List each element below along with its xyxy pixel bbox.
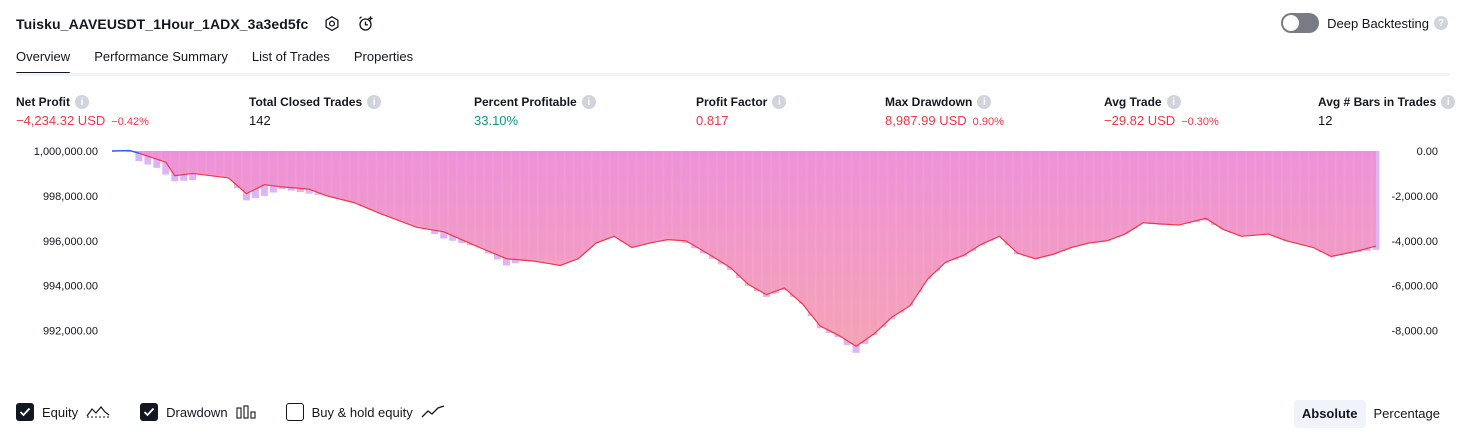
drawdown-bar <box>135 151 143 162</box>
mode-absolute[interactable]: Absolute <box>1293 400 1366 428</box>
equity-drawdown-chart[interactable]: 1,000,000.00 998,000.00 996,000.00 994,000.… <box>0 140 1466 370</box>
metric-label: Net Profit <box>16 95 70 109</box>
metric-percent: 0.90% <box>972 116 1004 128</box>
metric-percent: −0.42% <box>111 116 149 128</box>
metric-value: 12 <box>1318 113 1333 128</box>
metric-avg-trade: Avg Trade i −29.82 USD −0.30% <box>1104 94 1219 128</box>
legend-label: Equity <box>42 404 79 420</box>
metric-value: 33.10% <box>474 113 519 128</box>
report-header: Tuisku_AAVEUSDT_1Hour_1ADX_3a3ed5fc <box>16 12 376 36</box>
value-mode-switch: Absolute Percentage <box>1293 400 1448 428</box>
chart-legend: Equity Drawdown Buy & hold equity <box>16 403 475 421</box>
deep-backtesting-toggle[interactable] <box>1281 13 1320 33</box>
left-axis-tick: 996,000.00 <box>43 236 98 248</box>
tab-list-of-trades[interactable]: List of Trades <box>251 49 330 64</box>
report-tabs: Overview Performance Summary List of Tra… <box>16 47 437 75</box>
add-alert-icon[interactable] <box>356 14 376 34</box>
info-icon[interactable]: i <box>1166 95 1181 109</box>
metric-label: Max Drawdown <box>885 95 973 109</box>
info-icon[interactable]: i <box>977 95 992 109</box>
metric-value: −4,234.32 USD <box>16 113 106 128</box>
checkbox-unchecked[interactable] <box>285 403 304 421</box>
legend-drawdown[interactable]: Drawdown <box>140 403 256 421</box>
info-icon[interactable]: i <box>581 95 596 109</box>
tab-overview[interactable]: Overview <box>16 47 71 75</box>
equity-line <box>111 149 1377 347</box>
drawdown-bar <box>126 151 134 153</box>
metric-percent: −0.30% <box>1181 116 1219 128</box>
mode-percentage[interactable]: Percentage <box>1373 406 1441 421</box>
checkbox-checked[interactable] <box>140 403 159 421</box>
metric-label: Profit Factor <box>696 95 768 109</box>
legend-label: Drawdown <box>166 404 228 420</box>
drawdown-bars-icon <box>236 405 256 419</box>
equity-line-icon <box>86 405 110 419</box>
metric-label: Total Closed Trades <box>249 95 363 109</box>
info-icon[interactable]: i <box>75 95 89 109</box>
metric-avg-bars-in-trades: Avg # Bars in Trades i 12 <box>1318 94 1456 128</box>
equity-area <box>112 150 1376 347</box>
metric-label: Avg Trade <box>1104 95 1162 109</box>
metrics-row: Net Profit i −4,234.32 USD −0.42% Total Cl… <box>0 94 1466 134</box>
strategy-title: Tuisku_AAVEUSDT_1Hour_1ADX_3a3ed5fc <box>16 16 309 32</box>
metric-net-profit: Net Profit i −4,234.32 USD −0.42% <box>16 94 149 128</box>
right-axis-tick: 0.00 <box>1417 146 1438 158</box>
info-icon[interactable]: i <box>1441 95 1456 109</box>
metric-label: Percent Profitable <box>474 95 577 109</box>
tab-performance-summary[interactable]: Performance Summary <box>94 49 228 64</box>
right-axis-tick: -6,000.00 <box>1392 281 1438 293</box>
tab-properties[interactable]: Properties <box>353 49 414 64</box>
info-icon[interactable]: i <box>772 95 787 109</box>
right-axis-tick: -4,000.00 <box>1392 236 1438 248</box>
metric-percent-profitable: Percent Profitable i 33.10% <box>474 94 596 128</box>
toggle-knob <box>1283 15 1300 31</box>
metric-max-drawdown: Max Drawdown i 8,987.99 USD 0.90% <box>885 94 1004 128</box>
left-axis-tick: 1,000,000.00 <box>34 146 98 158</box>
left-axis-tick: 994,000.00 <box>43 281 98 293</box>
metric-label: Avg # Bars in Trades <box>1318 95 1437 109</box>
legend-label: Buy & hold equity <box>311 404 413 420</box>
right-axis-tick: -2,000.00 <box>1392 191 1438 203</box>
legend-equity[interactable]: Equity <box>16 403 110 421</box>
info-icon[interactable]: i <box>367 95 382 109</box>
tabs-divider <box>16 73 1450 76</box>
metric-value: 0.817 <box>696 113 729 128</box>
metric-profit-factor: Profit Factor i 0.817 <box>696 94 787 128</box>
checkbox-checked[interactable] <box>16 403 34 421</box>
right-axis-tick: -8,000.00 <box>1392 326 1438 338</box>
drawdown-bar <box>144 151 152 165</box>
deep-backtesting: Deep Backtesting ? <box>1281 13 1448 33</box>
metric-value: −29.82 USD <box>1104 113 1176 128</box>
help-icon[interactable]: ? <box>1434 16 1448 30</box>
gear-icon[interactable] <box>322 14 342 34</box>
metric-total-closed-trades: Total Closed Trades i 142 <box>249 94 382 128</box>
buy-hold-line-icon <box>421 405 445 419</box>
legend-buy-hold-equity[interactable]: Buy & hold equity <box>285 403 445 421</box>
left-axis-tick: 998,000.00 <box>43 191 98 203</box>
metric-value: 8,987.99 USD <box>885 113 967 128</box>
deep-backtesting-label: Deep Backtesting <box>1327 15 1429 31</box>
metric-value: 142 <box>249 113 271 128</box>
left-axis-tick: 992,000.00 <box>43 326 98 338</box>
equity-start-segment <box>111 149 140 154</box>
